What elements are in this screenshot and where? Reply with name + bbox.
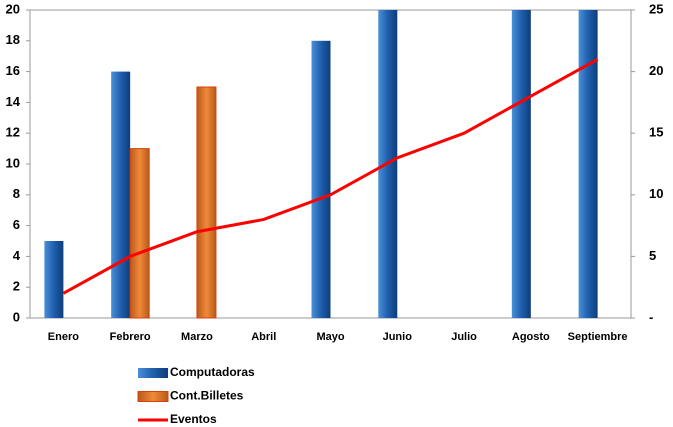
x-tick-label: Enero bbox=[48, 331, 79, 343]
y-tick-label: 14 bbox=[6, 94, 21, 109]
y-tick-label: 20 bbox=[6, 1, 20, 16]
legend-swatch bbox=[137, 391, 169, 402]
x-tick-label: Junio bbox=[383, 331, 413, 343]
bar bbox=[311, 40, 331, 319]
y-tick-label: 6 bbox=[13, 217, 20, 232]
bar bbox=[578, 10, 598, 318]
y2-tick-label: 25 bbox=[649, 1, 663, 16]
x-tick-label: Agosto bbox=[512, 331, 550, 343]
y2-tick-label: 10 bbox=[649, 186, 663, 201]
y-tick-label: 18 bbox=[6, 32, 20, 47]
y-tick-label: 2 bbox=[13, 279, 20, 294]
bar bbox=[111, 71, 131, 318]
y-tick-label: 12 bbox=[6, 125, 20, 140]
legend-label: Computadoras bbox=[170, 365, 255, 379]
bar bbox=[196, 86, 217, 319]
y2-tick-label: - bbox=[649, 309, 653, 324]
bar bbox=[44, 241, 64, 318]
y-tick-label: 4 bbox=[13, 248, 21, 263]
x-tick-label: Septiembre bbox=[568, 331, 628, 343]
bar bbox=[511, 10, 531, 318]
y-tick-label: 10 bbox=[6, 155, 20, 170]
y2-tick-label: 5 bbox=[649, 248, 656, 263]
y2-tick-label: 15 bbox=[649, 125, 663, 140]
legend-swatch bbox=[138, 368, 168, 378]
y2-tick-label: 20 bbox=[649, 63, 663, 78]
line bbox=[62, 57, 599, 295]
x-tick-label: Febrero bbox=[110, 331, 151, 343]
y-tick-label: 8 bbox=[13, 186, 20, 201]
x-tick-label: Mayo bbox=[316, 331, 344, 343]
x-tick-label: Marzo bbox=[181, 331, 213, 343]
legend-label: Cont.Billetes bbox=[170, 389, 244, 403]
y-tick-label: 0 bbox=[13, 309, 20, 324]
bar bbox=[129, 148, 150, 319]
y-tick-label: 16 bbox=[6, 63, 20, 78]
x-tick-label: Abril bbox=[251, 331, 276, 343]
x-tick-label: Julio bbox=[451, 331, 477, 343]
legend-label: Eventos bbox=[170, 412, 217, 426]
